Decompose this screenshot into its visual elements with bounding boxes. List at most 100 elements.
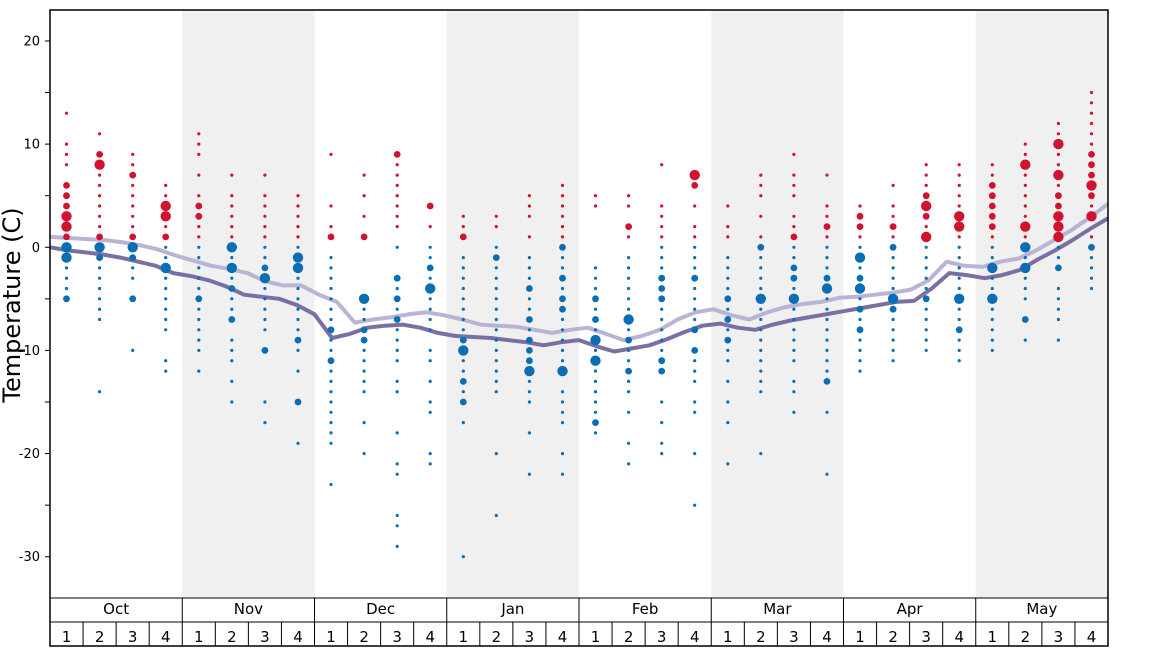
temperature-dot <box>63 202 70 210</box>
temperature-dot <box>593 204 598 208</box>
temperature-dot <box>693 286 697 291</box>
temperature-dot <box>990 276 994 280</box>
temperature-dot <box>329 225 333 229</box>
temperature-dots <box>61 90 1097 559</box>
temperature-dot <box>957 204 961 208</box>
temperature-dot <box>759 235 763 239</box>
temperature-dot <box>990 286 994 291</box>
temperature-dot <box>329 286 333 291</box>
temperature-dot <box>660 338 664 342</box>
temperature-dot <box>461 266 465 270</box>
temperature-dot <box>658 295 666 303</box>
temperature-dot <box>627 266 631 270</box>
temperature-dot <box>1020 242 1031 253</box>
temperature-dot <box>792 317 796 322</box>
month-label-may: May <box>1026 600 1057 618</box>
temperature-dot <box>395 462 399 466</box>
temperature-dot <box>527 276 532 280</box>
temperature-dot <box>990 235 994 239</box>
temperature-dot <box>557 365 568 377</box>
temperature-dot <box>329 152 333 156</box>
temperature-dot <box>197 317 201 322</box>
temperature-dot <box>693 225 697 229</box>
temperature-dot <box>821 283 833 294</box>
temperature-dot <box>296 328 300 332</box>
temperature-dot <box>990 245 994 249</box>
temperature-dot <box>362 317 366 322</box>
temperature-dot <box>395 204 399 208</box>
temperature-dot <box>395 348 399 352</box>
temperature-dot <box>362 369 366 373</box>
temperature-dot <box>792 286 796 291</box>
temperature-dot <box>792 152 796 156</box>
temperature-dot <box>494 276 498 280</box>
temperature-dot <box>1089 286 1094 291</box>
temperature-dot <box>590 334 601 346</box>
temperature-dot <box>660 348 664 352</box>
week-label: 3 <box>525 628 535 646</box>
temperature-dot <box>759 379 763 383</box>
temperature-dot <box>1056 286 1060 291</box>
temperature-dot <box>230 235 234 239</box>
temperature-dot <box>560 256 565 260</box>
temperature-dot <box>64 142 69 146</box>
temperature-dot <box>891 328 895 332</box>
temperature-dot <box>294 336 302 344</box>
temperature-dot <box>329 276 333 280</box>
temperature-line-1 <box>49 202 1110 343</box>
temperature-dot <box>627 194 631 198</box>
temperature-dot <box>362 214 366 218</box>
temperature-dot <box>726 276 730 280</box>
temperature-dot <box>889 305 897 313</box>
temperature-dot <box>757 243 765 251</box>
temperature-dot <box>164 245 168 249</box>
temperature-dot <box>230 173 234 177</box>
temperature-dot <box>329 307 333 311</box>
temperature-dot <box>660 214 664 218</box>
week-label: 2 <box>624 628 634 646</box>
temperature-dot <box>1088 243 1095 251</box>
temperature-dot <box>524 365 535 377</box>
temperature-dot <box>957 235 961 239</box>
temperature-dot <box>226 262 237 274</box>
temperature-dot <box>627 348 631 352</box>
temperature-dot <box>759 369 763 373</box>
temperature-dot <box>954 293 965 304</box>
temperature-dot <box>329 266 333 270</box>
temperature-dot <box>726 359 730 363</box>
temperature-dot <box>1023 183 1027 187</box>
temperature-dot <box>228 316 236 323</box>
month-label-oct: Oct <box>103 600 129 618</box>
y-tick-label: 10 <box>23 138 40 153</box>
temperature-dot <box>693 452 697 456</box>
temperature-dot <box>428 400 432 404</box>
temperature-dot <box>1089 101 1094 105</box>
temperature-dot <box>792 173 796 177</box>
temperature-dot <box>426 264 434 272</box>
temperature-dot <box>660 266 664 270</box>
temperature-dot <box>197 266 201 270</box>
temperature-dot <box>924 338 928 342</box>
temperature-dot <box>96 233 103 241</box>
temperature-dot <box>461 276 465 280</box>
temperature-dot <box>197 194 201 198</box>
temperature-dot <box>858 338 862 342</box>
temperature-dot <box>360 326 368 334</box>
temperature-dot <box>592 316 599 323</box>
temperature-dot <box>693 245 697 249</box>
temperature-dot <box>691 182 699 189</box>
week-label: 3 <box>789 628 799 646</box>
week-label: 3 <box>657 628 667 646</box>
temperature-dot <box>854 252 866 263</box>
temperature-dot <box>724 336 732 344</box>
temperature-dot <box>395 307 399 311</box>
temperature-dot <box>1088 161 1095 169</box>
temperature-dot <box>627 204 631 208</box>
temperature-dot <box>924 317 928 322</box>
temperature-dot <box>792 214 796 218</box>
temperature-dot <box>957 286 961 291</box>
temperature-dot <box>1056 307 1060 311</box>
temperature-dot <box>197 307 201 311</box>
temperature-dot <box>292 252 304 263</box>
